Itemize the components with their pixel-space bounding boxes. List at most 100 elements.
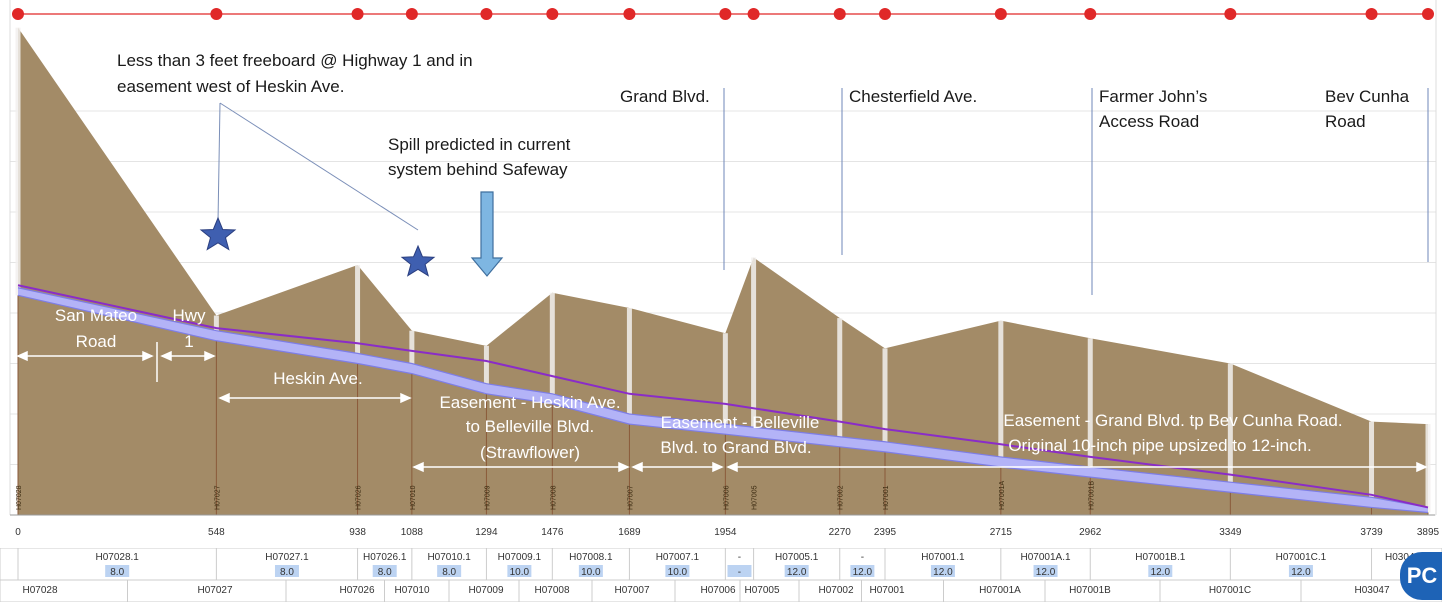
node-id-cell[interactable]: H07008 bbox=[534, 585, 569, 596]
pipe-id-cell[interactable]: - bbox=[738, 552, 741, 563]
node-marker[interactable] bbox=[833, 8, 846, 20]
node-marker[interactable] bbox=[12, 8, 24, 20]
node-id-cell[interactable]: H07009 bbox=[468, 585, 503, 596]
diameter-badge bbox=[437, 565, 462, 577]
diameter-badge bbox=[1148, 565, 1173, 577]
manhole-column bbox=[882, 348, 888, 452]
station-label: 0 bbox=[15, 527, 21, 538]
node-id-cell[interactable]: H07001B bbox=[1069, 585, 1111, 596]
pipe-id-cell[interactable]: H0304 bbox=[1385, 552, 1415, 563]
manhole-column bbox=[1087, 338, 1093, 478]
node-marker[interactable] bbox=[623, 8, 636, 20]
node-id-label: H07010 bbox=[410, 485, 417, 510]
pipe-id-cell[interactable]: H07001C.1 bbox=[1276, 552, 1327, 563]
node-id-cell[interactable]: H07010 bbox=[394, 585, 429, 596]
station-label: 2715 bbox=[990, 527, 1013, 538]
node-id-labels: H07028 H07027 H07026 H07010 H07009 H07008 H070… bbox=[16, 480, 1095, 510]
pipe-id-cell[interactable]: H07028.1 bbox=[96, 552, 140, 563]
node-marker[interactable] bbox=[351, 8, 364, 20]
pipe-id-cell[interactable]: - bbox=[861, 552, 864, 563]
node-id-label: H07001 bbox=[883, 485, 890, 510]
diameter-badge bbox=[274, 565, 299, 577]
segment-hwy-line1: Hwy bbox=[172, 306, 206, 325]
pipe-band bbox=[18, 287, 1428, 513]
station-label: 3895 bbox=[1417, 527, 1440, 538]
node-marker[interactable] bbox=[480, 8, 493, 20]
node-id-label: H07001B bbox=[1088, 480, 1095, 510]
manhole-column bbox=[15, 27, 21, 296]
pipe-id-cell[interactable]: H07009.1 bbox=[498, 552, 542, 563]
node-marker[interactable] bbox=[405, 8, 418, 20]
node-id-cell[interactable]: H07027 bbox=[197, 585, 232, 596]
diameter-badge bbox=[578, 565, 603, 577]
pipe-row: H07028.1 8.0 H07027.1 8.0 H07026.1 8.0 H07010.… bbox=[17, 548, 1415, 580]
manhole-column bbox=[549, 292, 555, 404]
station-label: 2962 bbox=[1079, 527, 1102, 538]
diameter-badge bbox=[930, 565, 955, 577]
node-id-cell[interactable]: H07002 bbox=[818, 585, 853, 596]
manhole-column bbox=[722, 333, 728, 435]
pipe-diameter-cell: 10.0 bbox=[510, 567, 530, 578]
pipe-id-cell[interactable]: H07001.1 bbox=[921, 552, 965, 563]
node-id-label: H07027 bbox=[214, 485, 221, 510]
segment-san-mateo-line2: Road bbox=[76, 332, 117, 351]
node-marker[interactable] bbox=[1224, 8, 1237, 20]
pipe-diameter-cell: - bbox=[738, 567, 741, 578]
pipe-data-table: H07028.1 8.0 H07027.1 8.0 H07026.1 8.0 H07010.… bbox=[0, 548, 1442, 602]
node-id-label: H07026 bbox=[356, 485, 363, 510]
node-marker[interactable] bbox=[1422, 8, 1434, 20]
pipe-id-cell[interactable]: H07007.1 bbox=[656, 552, 700, 563]
pipe-diameter-cell: 10.0 bbox=[668, 567, 688, 578]
pipe-id-cell[interactable]: H07005.1 bbox=[775, 552, 819, 563]
station-label: 2270 bbox=[829, 527, 852, 538]
node-id-cell[interactable]: H07006 bbox=[700, 585, 735, 596]
node-id-cell[interactable]: H07007 bbox=[614, 585, 649, 596]
pipe-id-cell[interactable]: H07001A.1 bbox=[1021, 552, 1071, 563]
spill-note-line2: system behind Safeway bbox=[388, 160, 568, 179]
top-marker-row bbox=[12, 8, 1434, 20]
station-label: 1689 bbox=[618, 527, 641, 538]
manhole-column bbox=[1227, 363, 1233, 493]
pipe-id-cell[interactable]: H07008.1 bbox=[569, 552, 613, 563]
pipe-crown-line bbox=[17, 287, 1429, 509]
node-id-cell[interactable]: H07001 bbox=[869, 585, 904, 596]
node-marker[interactable] bbox=[747, 8, 760, 20]
grand-blvd-label: Grand Blvd. bbox=[620, 87, 710, 106]
station-label: 1954 bbox=[714, 527, 737, 538]
node-marker[interactable] bbox=[1365, 8, 1378, 20]
segment-easement-belleville-line2: Blvd. to Grand Blvd. bbox=[660, 438, 811, 457]
pipe-id-cell[interactable]: H07027.1 bbox=[265, 552, 309, 563]
pipe-diameter-cell: 12.0 bbox=[1151, 567, 1171, 578]
pipe-id-cell[interactable]: H07001B.1 bbox=[1135, 552, 1185, 563]
diameter-badge bbox=[507, 565, 532, 577]
node-id-cell[interactable]: H07001A bbox=[979, 585, 1021, 596]
pipe-diameter-cell: 12.0 bbox=[1291, 567, 1311, 578]
segment-easement-heskin-line1: Easement - Heskin Ave. bbox=[439, 393, 620, 412]
farmer-john-label-line2: Access Road bbox=[1099, 112, 1199, 131]
node-id-label: H07002 bbox=[838, 485, 845, 510]
node-marker[interactable] bbox=[546, 8, 559, 20]
segment-easement-heskin-line2: to Belleville Blvd. bbox=[466, 417, 595, 436]
node-id-label: H07008 bbox=[550, 485, 557, 510]
callout-line-heskin bbox=[219, 102, 419, 231]
node-marker[interactable] bbox=[719, 8, 732, 20]
node-id-label: H07007 bbox=[627, 485, 634, 510]
node-id-label: H07001A bbox=[999, 480, 1006, 510]
diameter-badge bbox=[105, 565, 130, 577]
pipe-id-cell[interactable]: H07026.1 bbox=[363, 552, 407, 563]
manhole-column bbox=[483, 345, 489, 394]
diameter-badge bbox=[1288, 565, 1313, 577]
node-id-cell[interactable]: H07005 bbox=[744, 585, 779, 596]
node-marker[interactable] bbox=[1084, 8, 1097, 20]
pipe-diameter-cell: 8.0 bbox=[280, 567, 294, 578]
node-id-cell[interactable]: H07028 bbox=[22, 585, 57, 596]
node-id-cell[interactable]: H07001C bbox=[1209, 585, 1251, 596]
node-marker[interactable] bbox=[210, 8, 223, 20]
node-marker[interactable] bbox=[878, 8, 891, 20]
node-id-cell[interactable]: H07026 bbox=[339, 585, 374, 596]
pipe-id-cell[interactable]: H07010.1 bbox=[427, 552, 471, 563]
node-id-cell[interactable]: H03047 bbox=[1354, 585, 1389, 596]
node-marker[interactable] bbox=[994, 8, 1007, 20]
manhole-column bbox=[355, 265, 361, 364]
node-id-label: H07005 bbox=[752, 485, 759, 510]
